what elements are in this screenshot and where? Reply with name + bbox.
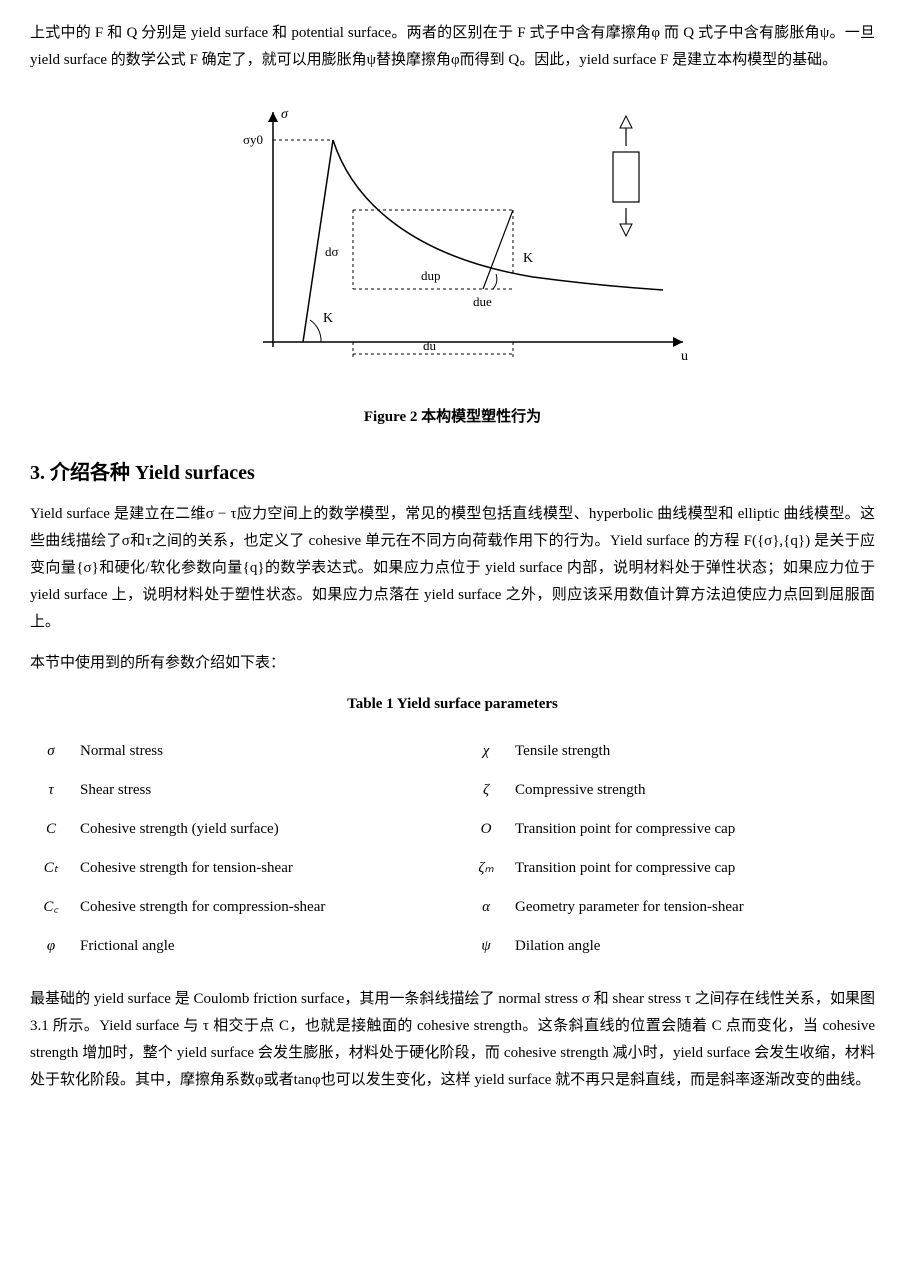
- table-row: φFrictional angleψDilation angle: [30, 927, 875, 966]
- param-symbol: C: [30, 810, 72, 849]
- param-desc: Cohesive strength for tension-shear: [72, 849, 465, 888]
- param-symbol: φ: [30, 927, 72, 966]
- section-3-para-2: 本节中使用到的所有参数介绍如下表：: [30, 650, 875, 677]
- param-desc: Cohesive strength for compression-shear: [72, 888, 465, 927]
- table-row: τShear stressζCompressive strength: [30, 771, 875, 810]
- axis-sigma-label: σ: [281, 107, 289, 122]
- param-desc: Dilation angle: [507, 927, 875, 966]
- param-symbol: τ: [30, 771, 72, 810]
- sigma-y0-label: σy0: [243, 132, 263, 147]
- param-symbol: σ: [30, 732, 72, 771]
- param-symbol: ζₘ: [465, 849, 507, 888]
- table-row: CCohesive strength (yield surface)OTrans…: [30, 810, 875, 849]
- param-symbol: χ: [465, 732, 507, 771]
- param-desc: Shear stress: [72, 771, 465, 810]
- param-desc: Transition point for compressive cap: [507, 810, 875, 849]
- param-desc: Normal stress: [72, 732, 465, 771]
- param-desc: Frictional angle: [72, 927, 465, 966]
- table-row: CₜCohesive strength for tension-shearζₘT…: [30, 849, 875, 888]
- param-desc: Geometry parameter for tension-shear: [507, 888, 875, 927]
- param-desc: Compressive strength: [507, 771, 875, 810]
- dup-label: dup: [421, 268, 441, 283]
- axis-u-label: u: [681, 349, 688, 364]
- table-row: C꜀Cohesive strength for compression-shea…: [30, 888, 875, 927]
- section-3-heading: 3. 介绍各种 Yield surfaces: [30, 455, 875, 491]
- due-label: due: [473, 294, 492, 309]
- coulomb-paragraph: 最基础的 yield surface 是 Coulomb friction su…: [30, 986, 875, 1094]
- param-symbol: ζ: [465, 771, 507, 810]
- dsigma-label: dσ: [325, 244, 339, 259]
- yield-surface-param-table: σNormal stressχTensile strengthτShear st…: [30, 732, 875, 966]
- param-desc: Tensile strength: [507, 732, 875, 771]
- param-symbol: α: [465, 888, 507, 927]
- param-symbol: C꜀: [30, 888, 72, 927]
- figure-2-svg: σ u σy0 K K dσ dup due du: [183, 92, 723, 392]
- table-1-caption: Table 1 Yield surface parameters: [30, 691, 875, 718]
- param-desc: Cohesive strength (yield surface): [72, 810, 465, 849]
- section-3-para-1: Yield surface 是建立在二维σ − τ应力空间上的数学模型，常见的模…: [30, 501, 875, 636]
- figure-2-container: σ u σy0 K K dσ dup due du: [30, 92, 875, 392]
- param-symbol: ψ: [465, 927, 507, 966]
- figure-2-caption: Figure 2 本构模型塑性行为: [30, 404, 875, 431]
- param-symbol: O: [465, 810, 507, 849]
- param-desc: Transition point for compressive cap: [507, 849, 875, 888]
- k2-label: K: [523, 251, 533, 266]
- du-label: du: [423, 338, 437, 353]
- param-symbol: Cₜ: [30, 849, 72, 888]
- k1-label: K: [323, 311, 333, 326]
- intro-paragraph: 上式中的 F 和 Q 分别是 yield surface 和 potential…: [30, 20, 875, 74]
- table-row: σNormal stressχTensile strength: [30, 732, 875, 771]
